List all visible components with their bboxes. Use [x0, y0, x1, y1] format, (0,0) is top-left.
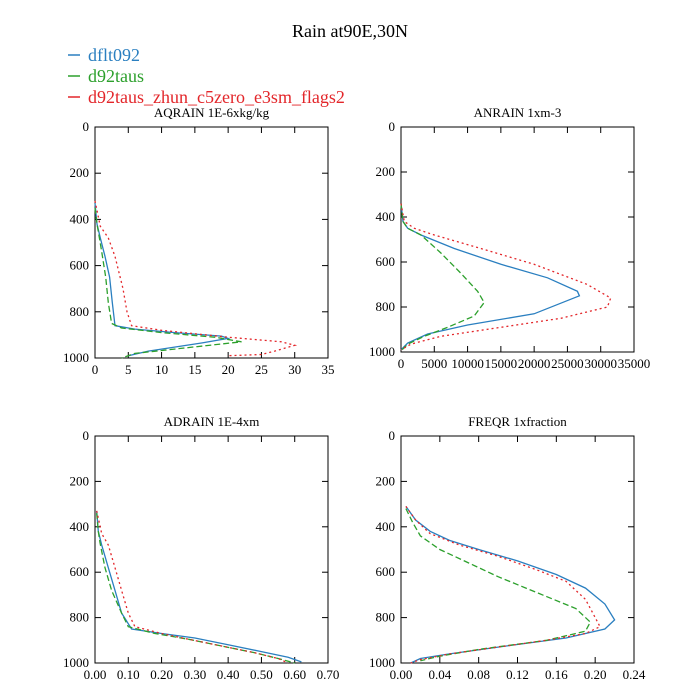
series-line-freqr-1	[405, 508, 592, 662]
y-tick-label-freqr: 600	[376, 564, 396, 579]
y-tick-label-freqr: 800	[376, 610, 396, 625]
y-tick-label-adrain: 600	[70, 564, 90, 579]
x-tick-label-anrain: 35000	[618, 356, 651, 371]
y-tick-label-freqr: 200	[376, 473, 396, 488]
x-tick-label-anrain: 20000	[518, 356, 551, 371]
x-tick-label-adrain: 0.00	[84, 667, 107, 682]
x-tick-label-anrain: 5000	[421, 356, 447, 371]
x-tick-label-adrain: 0.20	[150, 667, 173, 682]
series-line-adrain-2	[96, 510, 289, 664]
page-title: Rain at90E,30N	[292, 21, 408, 41]
y-tick-label-freqr: 0	[389, 428, 396, 443]
y-tick-label-aqrain: 400	[70, 211, 90, 226]
chart-anrain: ANRAIN 1xm-30 5000 10000 15000 20000 25000 300…	[369, 105, 650, 371]
y-tick-label-freqr: 1000	[369, 655, 395, 670]
chart-title-adrain: ADRAIN 1E-4xm	[164, 414, 260, 429]
y-tick-label-aqrain: 1000	[63, 350, 89, 365]
series-line-freqr-2	[405, 506, 601, 664]
legend-item-d92taus-zhun: d92taus_zhun_c5zero_e3sm_flags2	[68, 87, 345, 107]
series-line-aqrain-1	[94, 207, 242, 359]
y-tick-label-anrain: 0	[389, 119, 396, 134]
y-tick-label-adrain: 800	[70, 610, 90, 625]
x-tick-label-freqr: 0.24	[623, 667, 646, 682]
legend-item-d92taus: d92taus	[68, 66, 144, 86]
x-tick-label-freqr: 0.16	[545, 667, 568, 682]
x-tick-label-aqrain: 30	[288, 362, 301, 377]
y-tick-label-anrain: 1000	[369, 344, 395, 359]
series-line-anrain-2	[400, 203, 612, 351]
series-line-aqrain-0	[94, 203, 231, 357]
chart-title-aqrain: AQRAIN 1E-6xkg/kg	[154, 105, 270, 120]
chart-title-freqr: FREQR 1xfraction	[468, 414, 567, 429]
plot-frame-adrain	[94, 435, 329, 664]
series-line-adrain-1	[96, 513, 295, 664]
legend: dflt092 d92taus d92taus_zhun_c5zero_e3sm…	[68, 45, 345, 107]
legend-label-d92taus: d92taus	[88, 66, 144, 86]
series-line-anrain-1	[400, 203, 485, 352]
x-tick-label-anrain: 0	[398, 356, 405, 371]
y-tick-label-anrain: 600	[376, 254, 396, 269]
legend-item-dflt092: dflt092	[68, 45, 140, 65]
x-tick-label-anrain: 30000	[584, 356, 617, 371]
x-tick-label-aqrain: 15	[188, 362, 201, 377]
x-tick-label-aqrain: 35	[322, 362, 335, 377]
x-tick-label-anrain: 25000	[551, 356, 584, 371]
series-line-aqrain-2	[94, 200, 298, 357]
y-tick-label-anrain: 400	[376, 209, 396, 224]
y-tick-label-aqrain: 800	[70, 304, 90, 319]
chart-title-anrain: ANRAIN 1xm-3	[474, 105, 562, 120]
x-tick-label-freqr: 0.12	[506, 667, 529, 682]
series-line-adrain-0	[96, 510, 302, 663]
y-tick-label-anrain: 800	[376, 299, 396, 314]
y-tick-label-aqrain: 600	[70, 258, 90, 273]
y-tick-label-adrain: 200	[70, 473, 90, 488]
plot-frame-aqrain	[94, 126, 329, 359]
x-tick-label-aqrain: 0	[92, 362, 99, 377]
y-tick-label-adrain: 0	[83, 428, 90, 443]
x-tick-label-freqr: 0.20	[584, 667, 607, 682]
x-tick-label-aqrain: 25	[255, 362, 268, 377]
y-tick-label-aqrain: 0	[83, 119, 90, 134]
chart-aqrain: AQRAIN 1E-6xkg/kg 0 5 10 15 20 25 30 35 0 200 400 60…	[63, 105, 335, 377]
chart-freqr: FREQR 1xfraction 0.00 0.04 0.08 0.12 0.16 0.20…	[369, 414, 646, 682]
x-tick-label-anrain: 10000	[451, 356, 484, 371]
x-tick-label-adrain: 0.50	[250, 667, 273, 682]
x-tick-label-adrain: 0.60	[283, 667, 306, 682]
x-tick-label-aqrain: 10	[155, 362, 168, 377]
chart-adrain: ADRAIN 1E-4xm 0.00 0.10 0.20 0.30 0.40 0.50 0.6…	[63, 414, 339, 682]
x-tick-label-adrain: 0.30	[183, 667, 206, 682]
x-tick-label-anrain: 15000	[485, 356, 518, 371]
plot-frame-anrain	[400, 126, 635, 353]
x-tick-label-freqr: 0.00	[390, 667, 413, 682]
x-tick-label-aqrain: 5	[125, 362, 132, 377]
plot-frame-freqr	[400, 435, 635, 664]
y-tick-label-anrain: 200	[376, 164, 396, 179]
chart-panels: AQRAIN 1E-6xkg/kg 0 5 10 15 20 25 30 35 0 200 400 60…	[63, 105, 650, 682]
series-line-freqr-0	[405, 506, 616, 664]
y-tick-label-freqr: 400	[376, 519, 396, 534]
x-tick-label-adrain: 0.10	[117, 667, 140, 682]
legend-label-dflt092: dflt092	[88, 45, 140, 65]
y-tick-label-adrain: 400	[70, 519, 90, 534]
x-tick-label-adrain: 0.70	[317, 667, 340, 682]
x-tick-label-adrain: 0.40	[217, 667, 240, 682]
x-tick-label-aqrain: 20	[222, 362, 235, 377]
x-tick-label-freqr: 0.04	[428, 667, 451, 682]
legend-label-d92taus-zhun: d92taus_zhun_c5zero_e3sm_flags2	[88, 87, 345, 107]
y-tick-label-adrain: 1000	[63, 655, 89, 670]
series-line-anrain-0	[400, 203, 581, 351]
y-tick-label-aqrain: 200	[70, 165, 90, 180]
x-tick-label-freqr: 0.08	[467, 667, 490, 682]
